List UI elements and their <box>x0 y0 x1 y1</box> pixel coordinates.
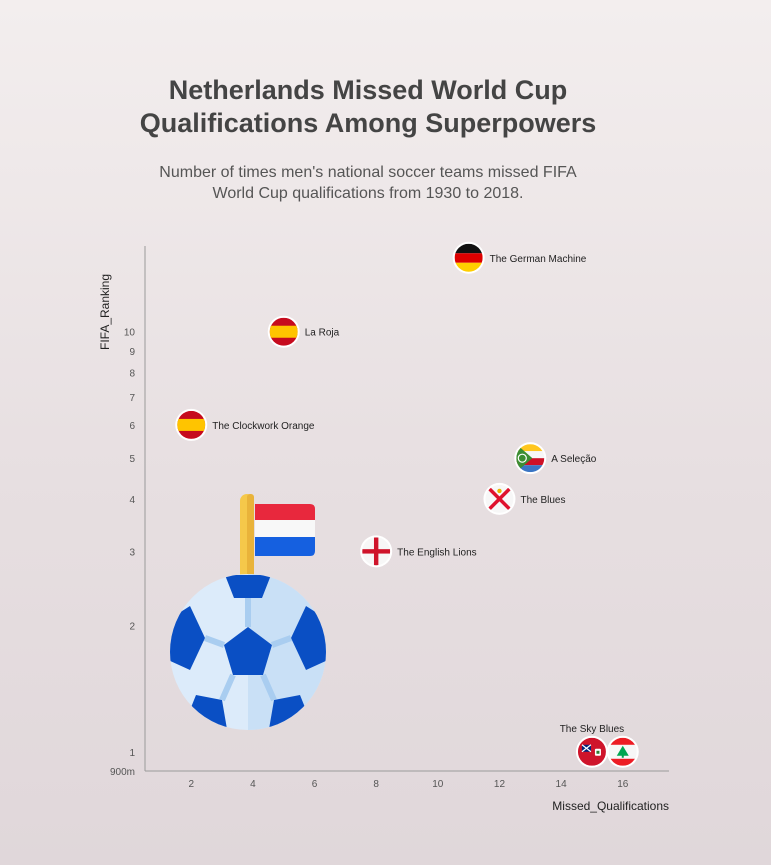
data-point <box>483 482 516 515</box>
data-point <box>514 442 547 475</box>
y-axis-label: FIFA_Ranking <box>98 274 112 350</box>
comoros-flag-icon <box>516 444 545 473</box>
data-points: The German Machine La Roja The Clockwork O… <box>175 241 639 768</box>
x-axis-ticks: 2 4 6 8 10 12 14 16 <box>188 779 628 790</box>
chart-axes <box>144 246 669 772</box>
y-tick-label: 4 <box>129 495 135 506</box>
bermuda-flag-icon <box>577 737 606 766</box>
jersey-flag-icon <box>485 484 514 513</box>
point-label: The Blues <box>520 495 565 506</box>
y-tick-label: 6 <box>129 421 135 432</box>
y-tick-label: 8 <box>129 368 135 379</box>
y-tick-label: 3 <box>129 547 135 558</box>
data-point <box>606 735 639 768</box>
point-label: The Sky Blues <box>560 724 624 735</box>
y-tick-label: 900m <box>110 767 135 778</box>
x-tick-label: 2 <box>188 779 194 790</box>
y-tick-label: 1 <box>129 748 135 759</box>
y-tick-label: 7 <box>129 393 135 404</box>
x-tick-label: 16 <box>617 779 629 790</box>
data-point <box>452 241 485 274</box>
point-label: The English Lions <box>397 547 477 558</box>
chart-title: Netherlands Missed World Cup Qualificati… <box>139 75 597 138</box>
chart-subtitle: Number of times men's national soccer te… <box>159 164 577 202</box>
x-tick-label: 12 <box>494 779 506 790</box>
data-point <box>267 315 300 348</box>
data-point <box>575 735 608 768</box>
y-axis-ticks: 900m 1 2 3 4 5 6 7 8 9 10 <box>110 328 135 778</box>
y-tick-label: 5 <box>129 454 135 465</box>
data-point <box>360 535 393 568</box>
x-tick-label: 4 <box>250 779 256 790</box>
y-tick-label: 2 <box>129 621 135 632</box>
point-label: La Roja <box>305 328 340 339</box>
soccer-ball-icon <box>170 574 326 730</box>
x-axis-label: Missed_Qualifications <box>552 799 669 813</box>
y-tick-label: 9 <box>129 347 135 358</box>
x-tick-label: 6 <box>312 779 318 790</box>
spain-flag-icon <box>269 317 298 346</box>
y-tick-label: 10 <box>124 328 136 339</box>
x-tick-label: 14 <box>556 779 568 790</box>
point-label: The Clockwork Orange <box>212 421 315 432</box>
x-tick-label: 10 <box>432 779 444 790</box>
x-tick-label: 8 <box>373 779 379 790</box>
england-flag-icon <box>362 537 391 566</box>
data-point <box>175 408 208 441</box>
point-label: A Seleção <box>551 454 596 465</box>
lebanon-flag-icon <box>608 737 637 766</box>
decoration-group <box>170 494 326 730</box>
point-label: The German Machine <box>490 254 587 265</box>
germany-flag-icon <box>454 243 483 272</box>
spain-flag-icon <box>177 410 206 439</box>
